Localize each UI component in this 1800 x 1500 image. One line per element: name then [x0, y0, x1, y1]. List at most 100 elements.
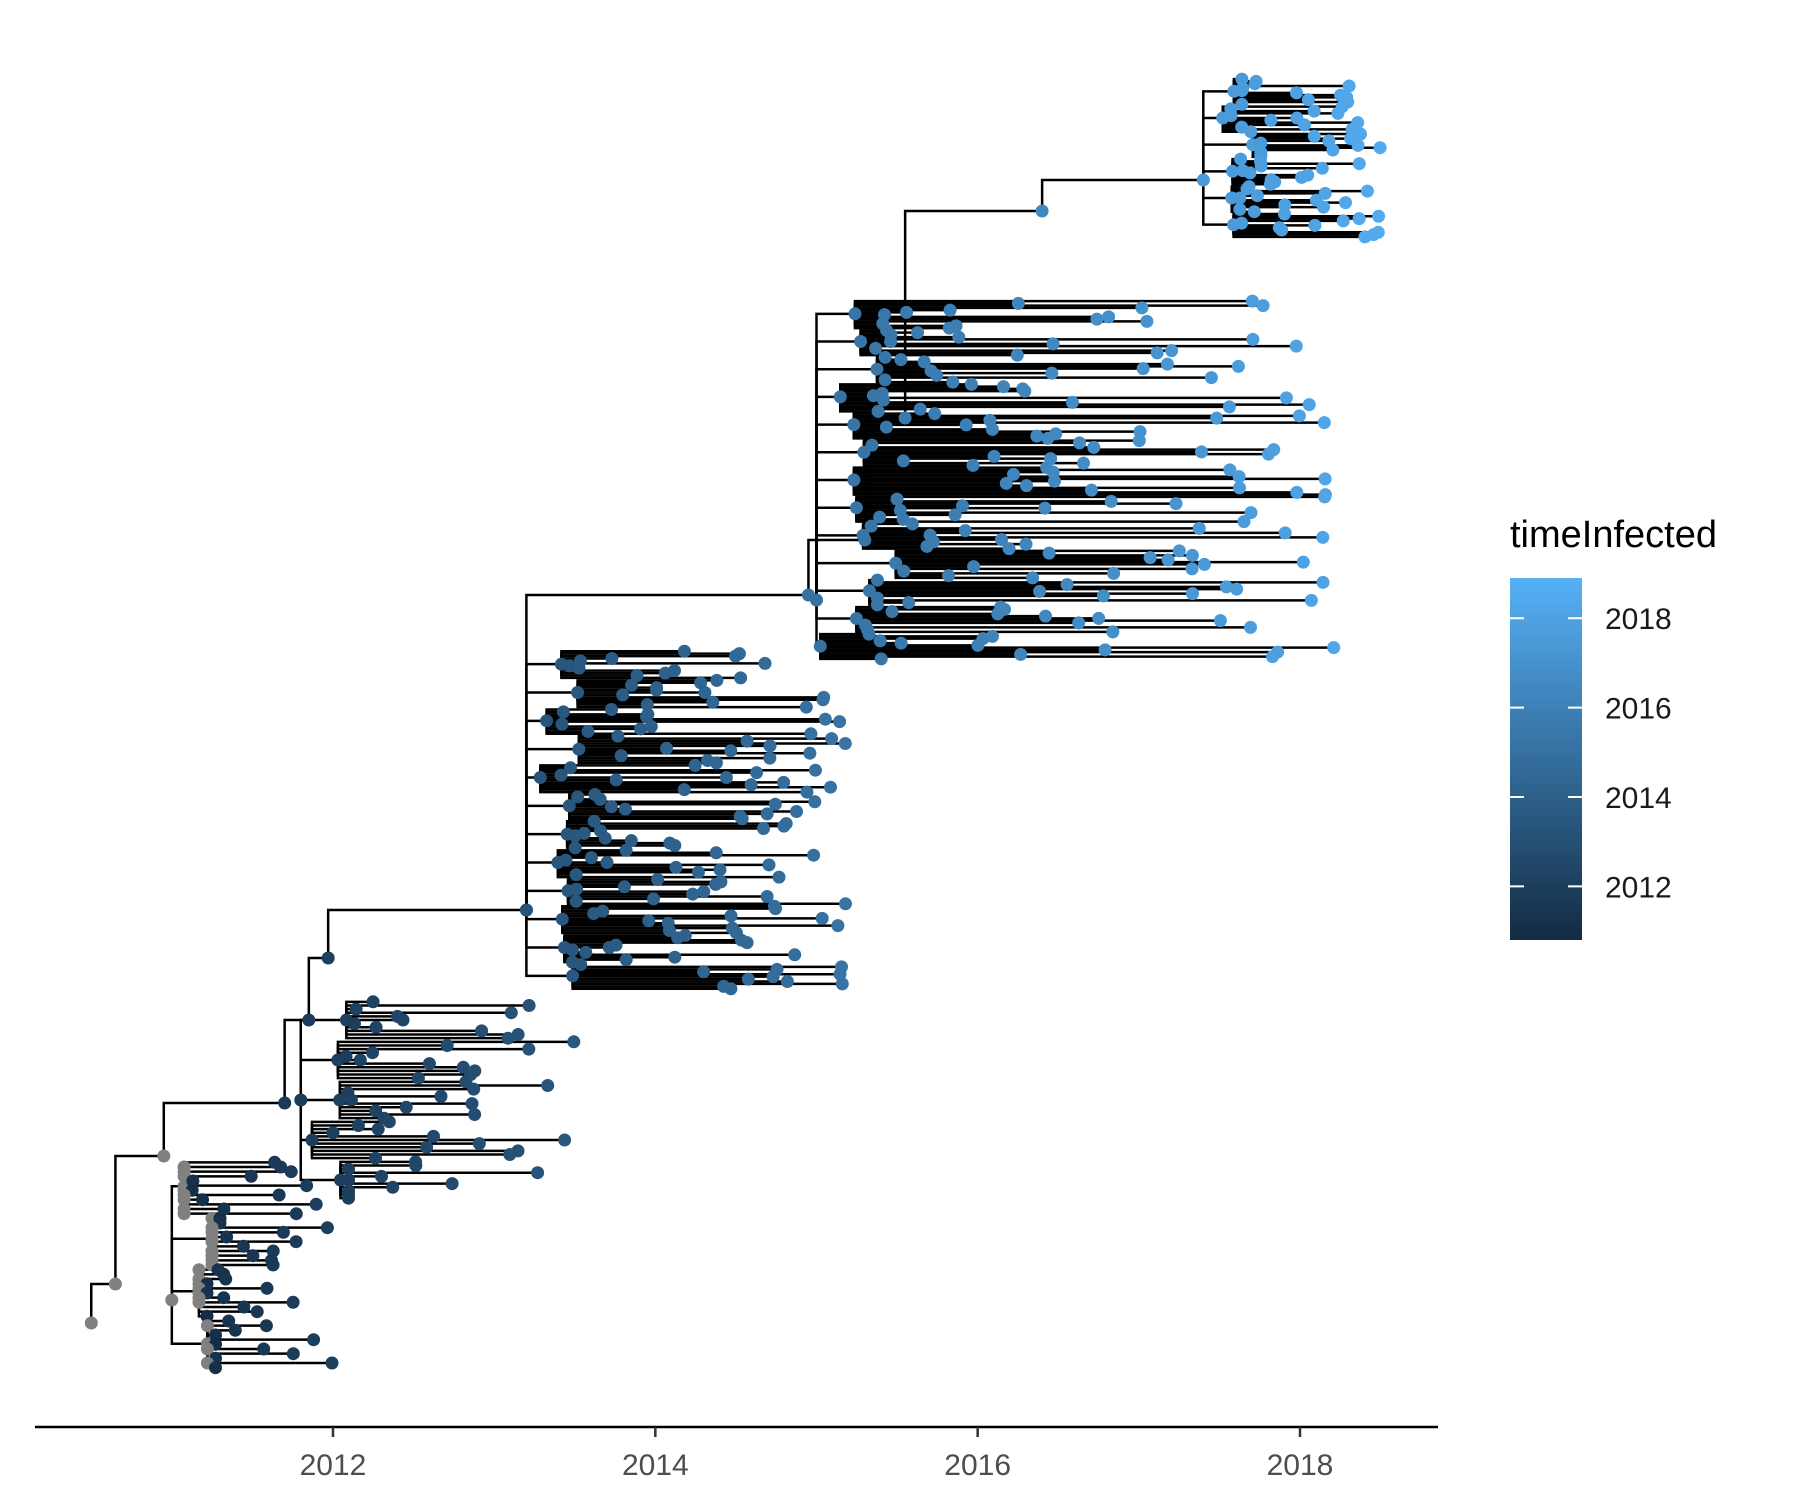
tree-tip — [555, 717, 569, 731]
tree-tip — [884, 335, 898, 349]
tree-tip — [274, 1160, 288, 1174]
tree-tip — [236, 1239, 250, 1253]
tree-tip — [1073, 436, 1086, 450]
tree-tip — [349, 1002, 363, 1016]
tree-tip — [284, 1165, 298, 1179]
tree-tip — [1336, 214, 1350, 228]
tree-tip — [894, 353, 908, 367]
tree-tip — [1316, 575, 1330, 589]
tree-tip — [1247, 205, 1261, 219]
tree-tip — [660, 741, 673, 755]
tree-branch — [310, 1127, 379, 1140]
tree-tip — [750, 766, 764, 780]
tree-tip — [995, 533, 1009, 547]
tree-branch — [545, 720, 840, 723]
tree-tip — [956, 499, 969, 513]
tree-tip — [1316, 530, 1330, 544]
tree-tip — [1018, 384, 1032, 398]
tree-tip — [574, 958, 588, 971]
tree-tip — [804, 727, 818, 741]
tree-tip — [1033, 584, 1047, 598]
tree-tip — [369, 1020, 383, 1034]
tree-tip — [209, 1361, 222, 1375]
tree-tip — [1235, 84, 1249, 98]
tree-tip — [625, 678, 638, 692]
tree-tip — [260, 1281, 274, 1295]
tree-tip — [605, 703, 618, 716]
internal-node — [157, 1149, 171, 1163]
tree-tip — [289, 1207, 303, 1221]
tree-tip — [347, 1017, 361, 1031]
tree-tip — [1256, 299, 1270, 313]
tree-tip — [873, 510, 887, 524]
tree-tip — [807, 848, 821, 862]
tree-tip — [1087, 440, 1101, 454]
tree-tip — [862, 627, 876, 641]
tree-tip — [1245, 294, 1259, 308]
tree-tip — [758, 656, 772, 670]
internal-node — [847, 473, 861, 487]
tree-tip — [1250, 189, 1264, 203]
tree-tip — [569, 868, 583, 882]
tree-tip — [686, 887, 700, 901]
tree-tip — [1302, 398, 1316, 412]
tree-tip — [697, 885, 711, 899]
tree-tip — [1007, 467, 1020, 481]
tree-branch — [853, 313, 1109, 319]
tree-tip — [186, 1174, 200, 1188]
tree-tip — [1317, 416, 1331, 430]
tree-nodes — [84, 72, 1387, 1375]
tree-tip — [874, 652, 888, 666]
tree-tip — [598, 831, 612, 845]
tree-tip — [1002, 542, 1016, 556]
tree-tip — [1358, 230, 1372, 244]
tree-branch — [310, 1140, 519, 1153]
tree-tip — [762, 858, 776, 872]
tree-tip — [1065, 395, 1079, 409]
tree-branch — [206, 1338, 314, 1344]
tree-tip — [1296, 555, 1310, 569]
legend-colorbar — [1510, 578, 1582, 940]
tree-tip — [257, 1342, 271, 1356]
tree-tip — [1014, 647, 1028, 661]
tree-tip — [896, 454, 910, 468]
tree-tip — [709, 846, 723, 860]
tree-tip — [309, 1197, 323, 1211]
tree-branch — [1251, 144, 1359, 147]
internal-node — [572, 742, 586, 756]
tree-tip — [465, 1097, 479, 1111]
tree-tip — [200, 1309, 214, 1323]
tree-tip — [467, 1082, 481, 1096]
tree-tip — [873, 634, 887, 648]
tree-branch — [525, 910, 573, 978]
tree-branch — [852, 477, 1326, 481]
tree-tip — [1192, 521, 1206, 535]
tree-tip — [777, 819, 791, 833]
tree-branch — [182, 1184, 307, 1187]
tree-tip — [1289, 339, 1303, 353]
tree-tip — [1077, 456, 1090, 470]
tree-tip — [839, 897, 852, 911]
tree-tip — [209, 1328, 222, 1342]
tree-tip — [1318, 472, 1332, 486]
tree-tip — [1240, 182, 1254, 196]
tree-tip — [1318, 490, 1332, 504]
tree-tip — [709, 756, 723, 770]
tree-tip — [900, 305, 913, 319]
tree-tip — [440, 1039, 454, 1052]
tree-tip — [1197, 557, 1211, 571]
tree-tip — [558, 1133, 572, 1147]
tree-tip — [1045, 366, 1059, 380]
tree-tip — [911, 326, 924, 340]
tree-tip — [375, 1169, 388, 1183]
tree-branch — [170, 1237, 212, 1300]
tree-tip — [559, 853, 573, 867]
tree-tip — [917, 355, 931, 369]
tree-tip — [1342, 79, 1356, 93]
tree-tip — [1132, 434, 1146, 448]
tree-tip — [1298, 118, 1311, 132]
tree-tip — [913, 402, 927, 416]
tree-tip — [420, 1140, 434, 1154]
tree-tip — [865, 438, 879, 452]
tree-tip — [878, 350, 892, 364]
